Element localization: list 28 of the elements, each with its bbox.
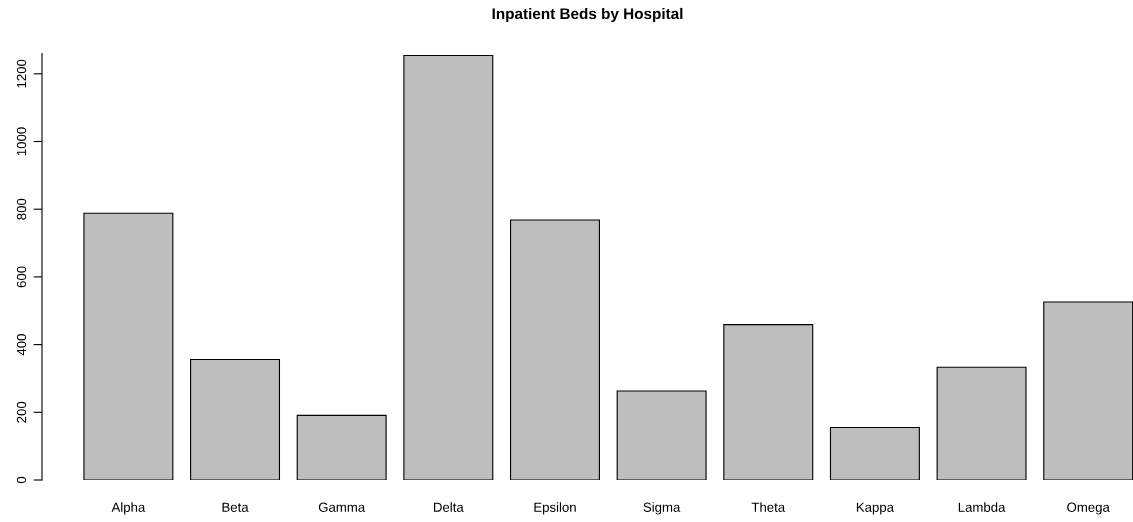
bar xyxy=(1043,301,1133,480)
x-tick-label: Beta xyxy=(222,502,249,512)
bar xyxy=(83,212,174,480)
y-tick-label: 800 xyxy=(16,198,27,220)
bar xyxy=(509,219,600,480)
bar xyxy=(723,324,814,480)
y-tick-label: 400 xyxy=(16,334,27,356)
x-tick-label: Kappa xyxy=(856,502,894,515)
chart-title: Inpatient Beds by Hospital xyxy=(492,7,683,23)
x-tick-label: Theta xyxy=(751,502,786,512)
x-tick-label: Omega xyxy=(1067,502,1110,515)
x-tick-label: Lambda xyxy=(958,502,1006,512)
y-tick-label: 200 xyxy=(16,401,27,423)
bar xyxy=(936,366,1027,480)
y-tick-label: 0 xyxy=(16,476,27,484)
bar xyxy=(190,358,281,480)
x-tick-label: Alpha xyxy=(111,502,146,515)
bar xyxy=(403,54,494,480)
y-tick-label: 1000 xyxy=(16,127,27,156)
bar xyxy=(829,426,920,480)
x-tick-label: Delta xyxy=(434,502,464,512)
y-tick-label: 1200 xyxy=(16,59,27,88)
x-tick-label: Sigma xyxy=(643,502,681,515)
bar xyxy=(616,390,707,480)
bar xyxy=(296,414,387,480)
x-tick-label: Gamma xyxy=(318,502,366,512)
x-tick-label: Epsilon xyxy=(534,502,576,515)
y-tick-label: 600 xyxy=(16,266,27,288)
